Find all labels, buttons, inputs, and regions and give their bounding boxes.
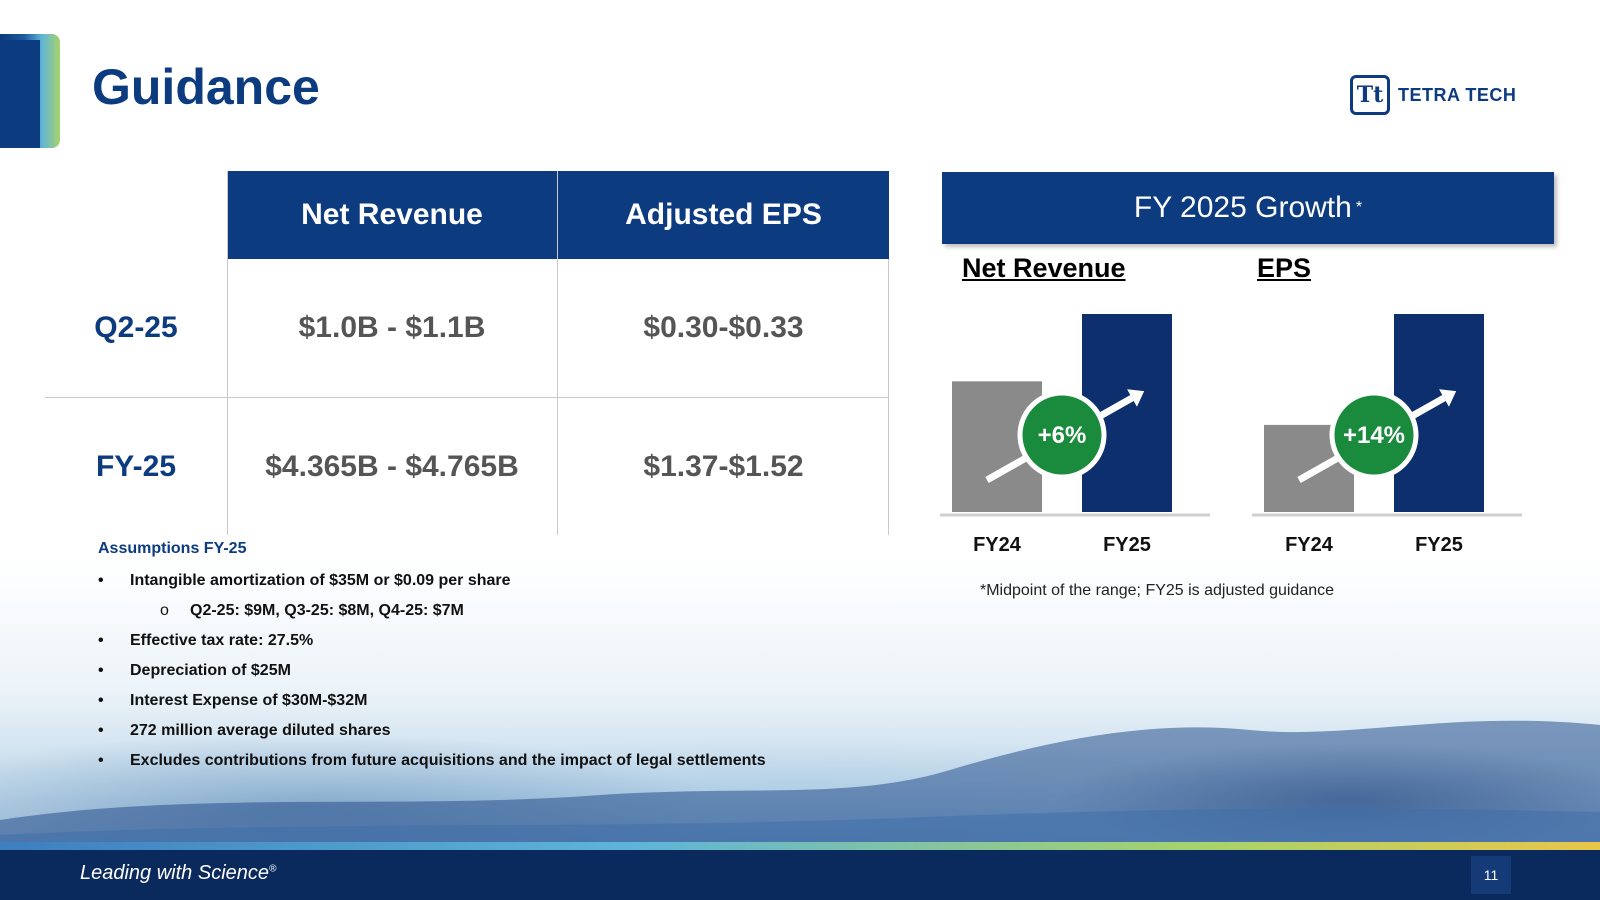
- footer-tagline: Leading with Science®: [80, 862, 276, 885]
- page-number: 11: [1471, 856, 1511, 894]
- tick-label: FY24: [1285, 534, 1334, 556]
- header-accent-inner: [0, 40, 40, 148]
- assumption-item: Interest Expense of $30M-$32M: [98, 686, 858, 716]
- table-divider: [557, 171, 558, 535]
- cell-q2-adjusted-eps: $0.30-$0.33: [643, 311, 804, 344]
- growth-title-mark: *: [1355, 199, 1363, 216]
- page-title: Guidance: [92, 59, 320, 115]
- guidance-table: Net Revenue Adjusted EPS Q2-25 $1.0B - $…: [45, 171, 889, 535]
- chart-title-eps: EPS: [1257, 253, 1312, 283]
- chart-title-net-revenue: Net Revenue: [962, 253, 1126, 283]
- table-divider: [45, 397, 889, 398]
- cell-q2-net-revenue: $1.0B - $1.1B: [298, 311, 486, 344]
- assumptions-title: Assumptions FY-25: [98, 540, 247, 557]
- assumption-subitem: Q2-25: $9M, Q3-25: $8M, Q4-25: $7M: [98, 596, 858, 626]
- tick-label: FY24: [973, 534, 1022, 556]
- tagline-mark: ®: [269, 863, 277, 875]
- growth-footnote: *Midpoint of the range; FY25 is adjusted…: [980, 582, 1335, 599]
- company-logo: Tt TETRA TECH: [1350, 72, 1516, 118]
- column-header-net-revenue: Net Revenue: [227, 171, 557, 259]
- assumption-item: Effective tax rate: 27.5%: [98, 626, 858, 656]
- tick-label: FY25: [1103, 534, 1151, 556]
- background-mountains: [0, 720, 1600, 850]
- footer-color-strip: [0, 842, 1600, 850]
- assumption-item: Depreciation of $25M: [98, 656, 858, 686]
- assumption-item: Intangible amortization of $35M or $0.09…: [98, 566, 858, 596]
- cell-fy-net-revenue: $4.365B - $4.765B: [265, 449, 519, 483]
- row-label-q2: Q2-25: [94, 311, 178, 344]
- assumption-item: 272 million average diluted shares: [98, 716, 858, 746]
- growth-badge-label: +6%: [1038, 422, 1087, 449]
- column-header-adjusted-eps: Adjusted EPS: [558, 171, 889, 259]
- growth-badge-label: +14%: [1343, 422, 1405, 449]
- growth-charts: FY24 FY25 +6% FY24 FY25 +14%: [940, 314, 1522, 556]
- logo-mark-icon: Tt: [1350, 75, 1390, 115]
- tick-label: FY25: [1415, 534, 1463, 556]
- footer-bar: Leading with Science® 11: [0, 850, 1600, 900]
- growth-arrowhead-icon: [1439, 389, 1457, 407]
- tagline-text: Leading with Science: [80, 862, 270, 884]
- assumptions-block: Assumptions FY-25 Intangible amortizatio…: [98, 540, 858, 776]
- row-label-fy: FY-25: [95, 449, 177, 483]
- growth-arrowhead-icon: [1127, 389, 1145, 407]
- growth-badge: [1017, 390, 1107, 480]
- table-divider: [227, 171, 228, 535]
- growth-header: FY 2025 Growth *: [942, 172, 1554, 244]
- logo-text: TETRA TECH: [1398, 84, 1517, 105]
- cell-fy-adjusted-eps: $1.37-$1.52: [643, 449, 804, 483]
- assumptions-list: Intangible amortization of $35M or $0.09…: [98, 566, 858, 776]
- growth-badge: [1329, 390, 1419, 480]
- growth-title: FY 2025 Growth: [1133, 191, 1352, 224]
- assumption-item: Excludes contributions from future acqui…: [98, 746, 858, 776]
